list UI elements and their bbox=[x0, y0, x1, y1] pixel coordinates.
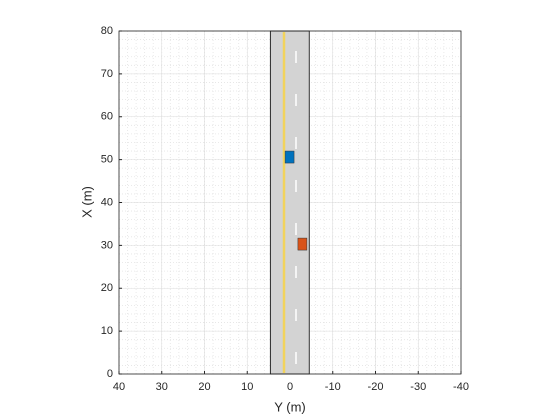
x-tick-label: 30 bbox=[156, 381, 168, 393]
x-tick-label: -40 bbox=[453, 381, 469, 393]
y-tick-label: 70 bbox=[101, 68, 113, 80]
vehicle bbox=[284, 150, 295, 164]
y-axis-label: X (m) bbox=[79, 186, 94, 218]
x-tick-label: -10 bbox=[325, 381, 341, 393]
y-tick-label: 0 bbox=[107, 368, 113, 380]
vehicle bbox=[297, 237, 308, 251]
y-tick-label: 30 bbox=[101, 239, 113, 251]
y-tick-label: 80 bbox=[101, 25, 113, 37]
x-tick-label: 10 bbox=[241, 381, 253, 393]
x-tick-label: -20 bbox=[368, 381, 384, 393]
x-axis-label: Y (m) bbox=[274, 399, 306, 414]
x-tick-label: 20 bbox=[198, 381, 210, 393]
x-tick-label: 40 bbox=[113, 381, 125, 393]
x-tick-label: 0 bbox=[287, 381, 293, 393]
y-tick-label: 60 bbox=[101, 111, 113, 123]
road bbox=[269, 30, 310, 375]
y-tick-label: 40 bbox=[101, 196, 113, 208]
y-tick-label: 50 bbox=[101, 154, 113, 166]
y-tick-label: 20 bbox=[101, 282, 113, 294]
y-tick-label: 10 bbox=[101, 325, 113, 337]
axes-box bbox=[118, 30, 462, 375]
x-tick-label: -30 bbox=[410, 381, 426, 393]
